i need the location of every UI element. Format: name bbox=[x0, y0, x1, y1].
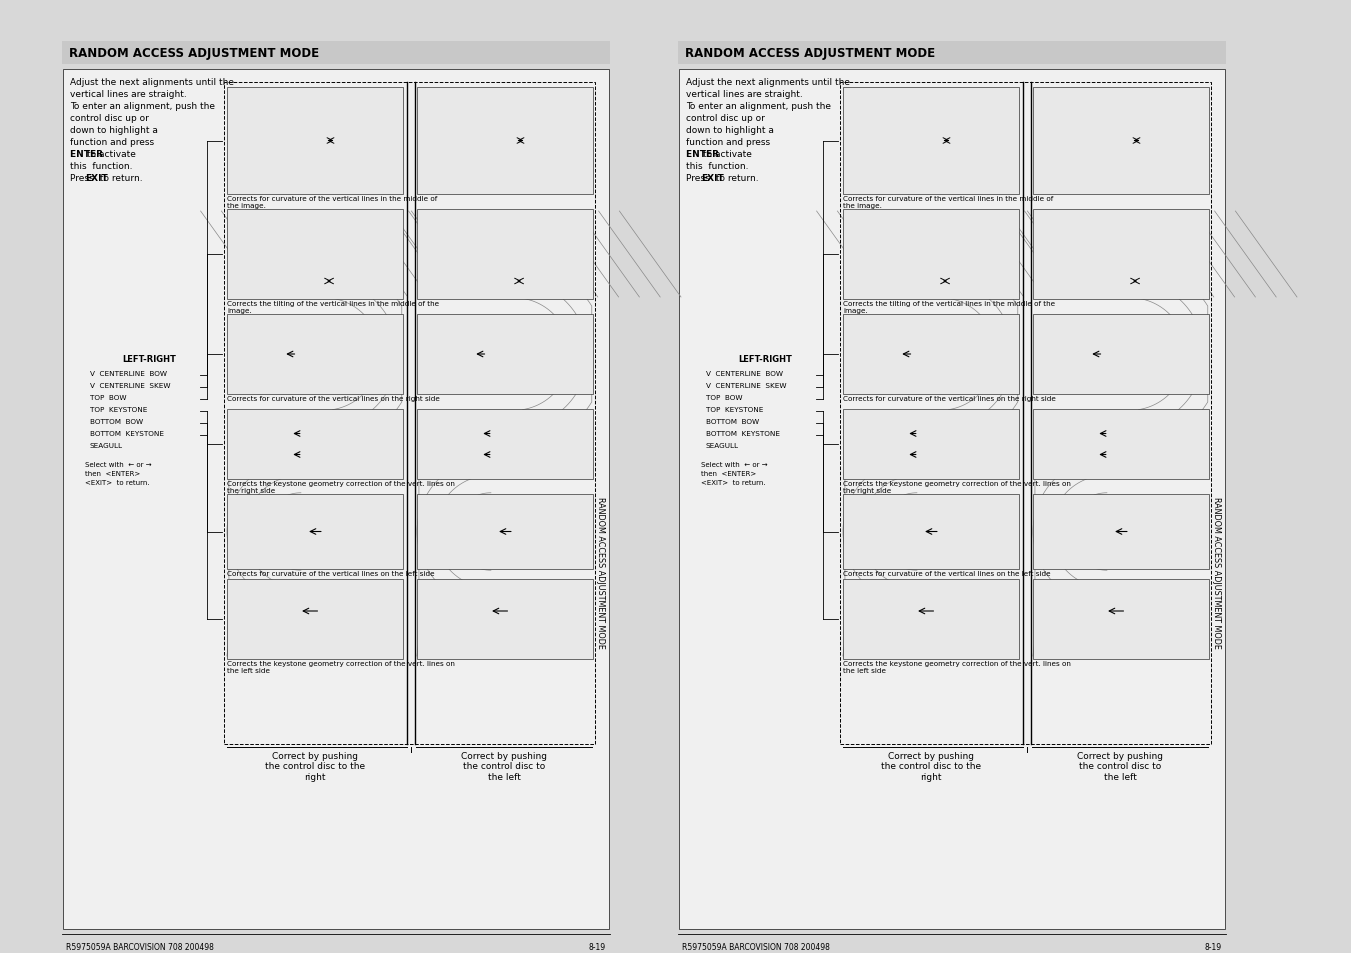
Bar bbox=[843, 314, 1019, 395]
Text: 8-19: 8-19 bbox=[589, 942, 607, 951]
Bar bbox=[417, 579, 593, 659]
Text: to return.: to return. bbox=[97, 173, 142, 183]
Text: Corrects the keystone geometry correction of the vert. lines on
the left side: Corrects the keystone geometry correctio… bbox=[227, 660, 455, 673]
Bar bbox=[843, 579, 1019, 659]
Bar bbox=[840, 83, 1210, 744]
Text: V  CENTERLINE  BOW: V CENTERLINE BOW bbox=[91, 371, 168, 376]
Text: Corrects the tilting of the vertical lines in the middle of the
image.: Corrects the tilting of the vertical lin… bbox=[843, 301, 1055, 314]
Text: Corrects for curvature of the vertical lines on the left side: Corrects for curvature of the vertical l… bbox=[843, 571, 1051, 577]
Bar bbox=[417, 495, 593, 569]
Text: down to highlight a: down to highlight a bbox=[686, 126, 774, 135]
Text: to return.: to return. bbox=[713, 173, 758, 183]
Text: Correct by pushing
the control disc to
the left: Correct by pushing the control disc to t… bbox=[461, 751, 547, 781]
Text: LEFT-RIGHT: LEFT-RIGHT bbox=[122, 355, 176, 364]
Text: RANDOM ACCESS ADJUSTMENT MODE: RANDOM ACCESS ADJUSTMENT MODE bbox=[685, 47, 935, 60]
Text: vertical lines are straight.: vertical lines are straight. bbox=[70, 90, 186, 99]
Text: Select with  ← or →
then  <ENTER>
<EXIT>  to return.: Select with ← or → then <ENTER> <EXIT> t… bbox=[701, 461, 767, 485]
Text: BOTTOM  KEYSTONE: BOTTOM KEYSTONE bbox=[707, 431, 780, 436]
Text: to activate: to activate bbox=[703, 150, 751, 159]
Text: TOP  KEYSTONE: TOP KEYSTONE bbox=[91, 407, 147, 413]
Text: Corrects for curvature of the vertical lines on the right side: Corrects for curvature of the vertical l… bbox=[843, 395, 1056, 401]
Text: TOP  BOW: TOP BOW bbox=[91, 395, 127, 400]
Text: function and press: function and press bbox=[70, 138, 154, 147]
Bar bbox=[417, 410, 593, 479]
Text: V  CENTERLINE  SKEW: V CENTERLINE SKEW bbox=[91, 382, 170, 389]
Text: Corrects the tilting of the vertical lines in the middle of the
image.: Corrects the tilting of the vertical lin… bbox=[227, 301, 439, 314]
Text: Corrects for curvature of the vertical lines on the right side: Corrects for curvature of the vertical l… bbox=[227, 395, 440, 401]
Bar bbox=[63, 70, 609, 929]
Text: Press: Press bbox=[70, 173, 96, 183]
Text: R5975059A BARCOVISION 708 200498: R5975059A BARCOVISION 708 200498 bbox=[66, 942, 213, 951]
Text: this  function.: this function. bbox=[70, 162, 132, 171]
Bar bbox=[1034, 495, 1209, 569]
Text: Corrects the keystone geometry correction of the vert. lines on
the right side: Corrects the keystone geometry correctio… bbox=[843, 480, 1071, 494]
Bar bbox=[680, 70, 1225, 929]
Text: BOTTOM  BOW: BOTTOM BOW bbox=[707, 418, 759, 424]
Bar bbox=[843, 495, 1019, 569]
Text: TOP  BOW: TOP BOW bbox=[707, 395, 743, 400]
Text: function and press: function and press bbox=[686, 138, 770, 147]
Text: V  CENTERLINE  BOW: V CENTERLINE BOW bbox=[707, 371, 784, 376]
Text: Correct by pushing
the control disc to
the left: Correct by pushing the control disc to t… bbox=[1077, 751, 1163, 781]
Text: Adjust the next alignments until the: Adjust the next alignments until the bbox=[70, 78, 234, 87]
Bar bbox=[417, 210, 593, 299]
Text: BOTTOM  KEYSTONE: BOTTOM KEYSTONE bbox=[91, 431, 163, 436]
Bar bbox=[843, 88, 1019, 194]
Text: RANDOM ACCESS ADJUSTMENT MODE: RANDOM ACCESS ADJUSTMENT MODE bbox=[1212, 497, 1220, 648]
Text: control disc up or: control disc up or bbox=[686, 113, 765, 123]
Text: to activate: to activate bbox=[86, 150, 135, 159]
Bar bbox=[227, 579, 403, 659]
Text: ENTER: ENTER bbox=[70, 150, 107, 159]
Text: BOTTOM  BOW: BOTTOM BOW bbox=[91, 418, 143, 424]
Bar bbox=[1034, 210, 1209, 299]
Text: ENTER: ENTER bbox=[686, 150, 723, 159]
Bar bbox=[417, 314, 593, 395]
Bar bbox=[224, 83, 594, 744]
Bar bbox=[62, 42, 611, 65]
Text: RANDOM ACCESS ADJUSTMENT MODE: RANDOM ACCESS ADJUSTMENT MODE bbox=[596, 497, 604, 648]
Text: Correct by pushing
the control disc to the
right: Correct by pushing the control disc to t… bbox=[881, 751, 981, 781]
Text: To enter an alignment, push the: To enter an alignment, push the bbox=[70, 102, 215, 111]
Text: Press: Press bbox=[686, 173, 712, 183]
Bar bbox=[1034, 314, 1209, 395]
Text: vertical lines are straight.: vertical lines are straight. bbox=[686, 90, 802, 99]
Text: Corrects the keystone geometry correction of the vert. lines on
the left side: Corrects the keystone geometry correctio… bbox=[843, 660, 1071, 673]
Text: LEFT-RIGHT: LEFT-RIGHT bbox=[738, 355, 792, 364]
Text: 8-19: 8-19 bbox=[1205, 942, 1223, 951]
Text: Select with  ← or →
then  <ENTER>
<EXIT>  to return.: Select with ← or → then <ENTER> <EXIT> t… bbox=[85, 461, 151, 485]
Bar bbox=[678, 42, 1225, 65]
Text: Adjust the next alignments until the: Adjust the next alignments until the bbox=[686, 78, 850, 87]
Text: Correct by pushing
the control disc to the
right: Correct by pushing the control disc to t… bbox=[265, 751, 365, 781]
Text: Corrects for curvature of the vertical lines in the middle of
the image.: Corrects for curvature of the vertical l… bbox=[843, 195, 1054, 209]
Bar bbox=[843, 410, 1019, 479]
Text: TOP  KEYSTONE: TOP KEYSTONE bbox=[707, 407, 763, 413]
Text: down to highlight a: down to highlight a bbox=[70, 126, 158, 135]
Text: control disc up or: control disc up or bbox=[70, 113, 149, 123]
Text: SEAGULL: SEAGULL bbox=[707, 442, 739, 449]
Bar bbox=[843, 210, 1019, 299]
Bar bbox=[417, 88, 593, 194]
Bar bbox=[1034, 579, 1209, 659]
Text: EXIT: EXIT bbox=[701, 173, 724, 183]
Text: this  function.: this function. bbox=[686, 162, 748, 171]
Bar bbox=[1034, 410, 1209, 479]
Bar bbox=[227, 314, 403, 395]
Text: Corrects the keystone geometry correction of the vert. lines on
the right side: Corrects the keystone geometry correctio… bbox=[227, 480, 455, 494]
Text: RANDOM ACCESS ADJUSTMENT MODE: RANDOM ACCESS ADJUSTMENT MODE bbox=[69, 47, 319, 60]
Bar bbox=[227, 88, 403, 194]
Bar bbox=[227, 410, 403, 479]
Text: Corrects for curvature of the vertical lines in the middle of
the image.: Corrects for curvature of the vertical l… bbox=[227, 195, 438, 209]
Text: Corrects for curvature of the vertical lines on the left side: Corrects for curvature of the vertical l… bbox=[227, 571, 435, 577]
Bar bbox=[1034, 88, 1209, 194]
Text: SEAGULL: SEAGULL bbox=[91, 442, 123, 449]
Bar bbox=[227, 210, 403, 299]
Bar bbox=[227, 495, 403, 569]
Text: To enter an alignment, push the: To enter an alignment, push the bbox=[686, 102, 831, 111]
Text: V  CENTERLINE  SKEW: V CENTERLINE SKEW bbox=[707, 382, 786, 389]
Text: R5975059A BARCOVISION 708 200498: R5975059A BARCOVISION 708 200498 bbox=[682, 942, 830, 951]
Text: EXIT: EXIT bbox=[85, 173, 108, 183]
